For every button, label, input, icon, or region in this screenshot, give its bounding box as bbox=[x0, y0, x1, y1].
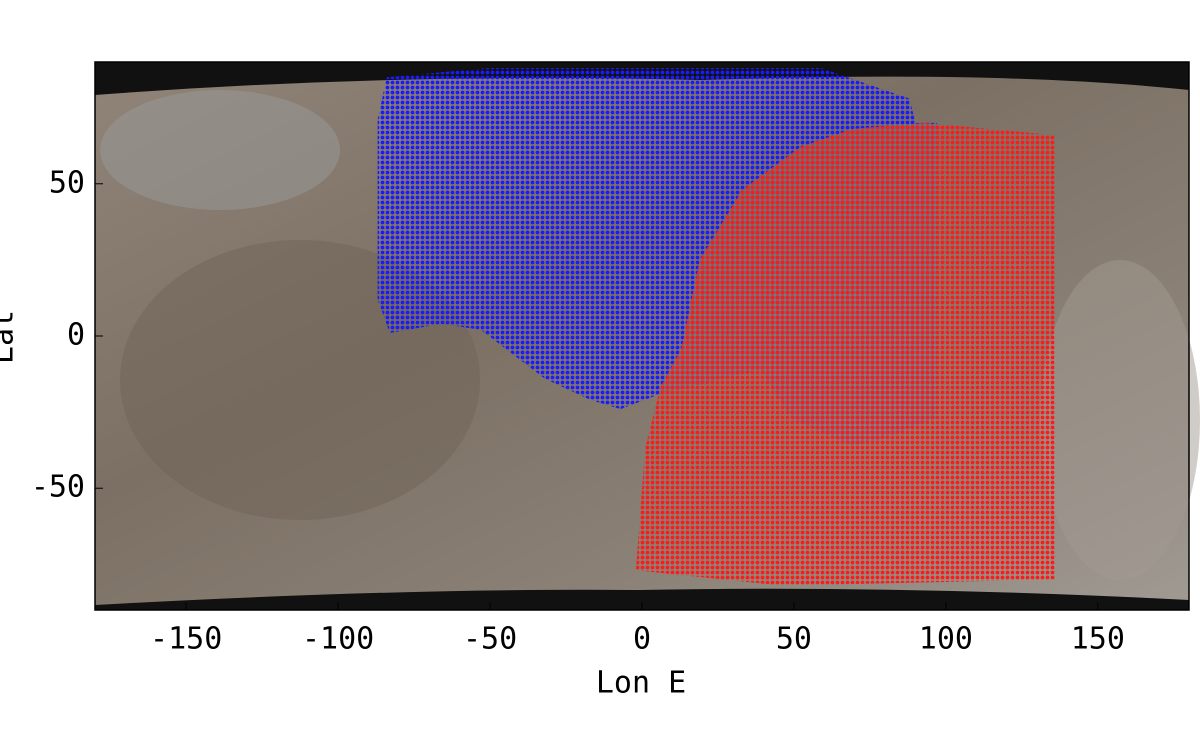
x-tick-label: 50 bbox=[776, 622, 812, 657]
y-tick-label: 50 bbox=[49, 165, 85, 200]
plot-area bbox=[377, 68, 1056, 586]
x-tick-label: -150 bbox=[150, 622, 222, 657]
region bbox=[635, 122, 1056, 586]
x-tick-label: 100 bbox=[919, 622, 973, 657]
x-tick-label: 0 bbox=[633, 622, 651, 657]
x-tick-label: -50 bbox=[463, 622, 517, 657]
x-tick-label: -100 bbox=[302, 622, 374, 657]
y-tick-label: 0 bbox=[67, 318, 85, 353]
x-tick-label: 150 bbox=[1071, 622, 1125, 657]
y-axis-label: Lat bbox=[0, 310, 21, 364]
y-tick-label: -50 bbox=[31, 470, 85, 505]
x-axis-label: Lon E bbox=[596, 666, 686, 701]
